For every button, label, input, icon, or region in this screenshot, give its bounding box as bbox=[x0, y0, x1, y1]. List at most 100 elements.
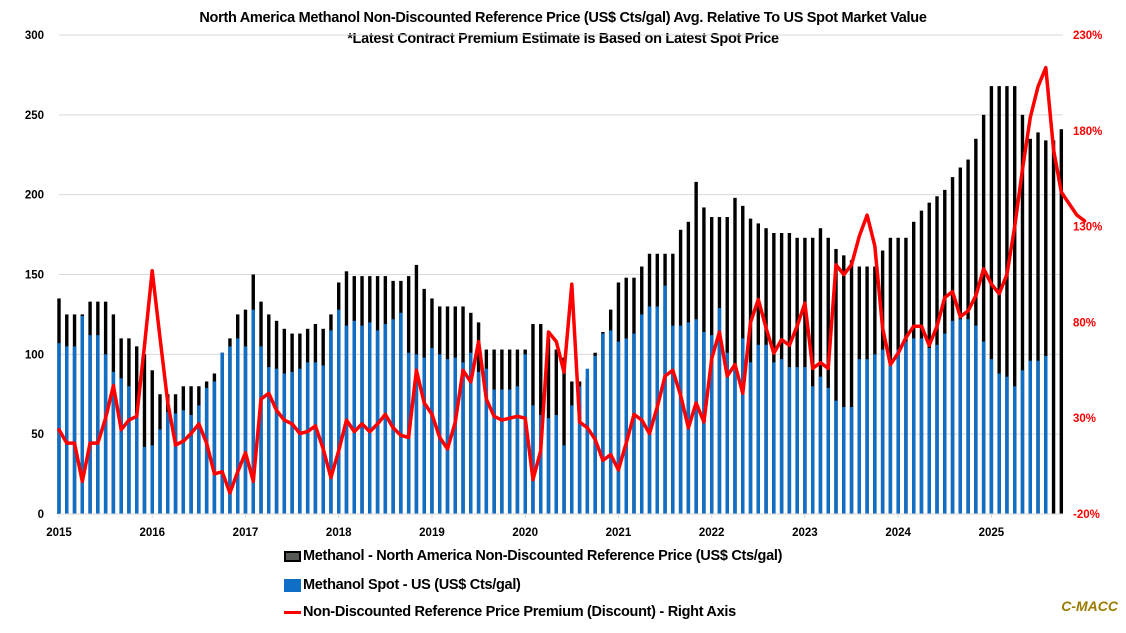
reference-price-bar bbox=[142, 354, 147, 514]
legend-label: Non-Discounted Reference Price Premium (… bbox=[303, 604, 736, 620]
x-axis-tick-label: 2019 bbox=[419, 527, 445, 539]
spot-price-bars bbox=[57, 285, 1048, 514]
spot-price-bar bbox=[608, 330, 613, 514]
x-axis-tick-label: 2022 bbox=[699, 527, 725, 539]
spot-price-bar bbox=[337, 309, 341, 514]
legend-swatch-blue bbox=[284, 578, 301, 592]
spot-price-bar bbox=[647, 306, 652, 514]
legend-swatch-black bbox=[284, 550, 301, 562]
left-axis-tick-label: 200 bbox=[25, 190, 44, 202]
spot-price-bar bbox=[981, 341, 986, 514]
spot-price-bar bbox=[896, 349, 900, 514]
spot-price-bar bbox=[228, 346, 232, 514]
x-axis-tick-label: 2024 bbox=[885, 527, 911, 539]
spot-price-bar bbox=[360, 325, 364, 514]
spot-price-bar bbox=[795, 367, 799, 514]
right-axis-tick-label: 30% bbox=[1073, 413, 1096, 425]
spot-price-bar bbox=[204, 387, 209, 514]
spot-price-bar bbox=[72, 346, 77, 514]
reference-price-bar bbox=[810, 237, 815, 514]
spot-price-bar bbox=[725, 352, 729, 514]
left-axis-tick-label: 100 bbox=[25, 349, 44, 361]
spot-price-bar bbox=[103, 354, 108, 514]
reference-price-bar bbox=[1005, 86, 1009, 515]
source-label: C-MACC bbox=[1061, 598, 1118, 614]
reference-price-bar bbox=[733, 197, 737, 515]
left-axis-ticks: 0 50 100 150 200 250 300 bbox=[25, 30, 44, 521]
spot-price-bar bbox=[135, 413, 139, 514]
spot-price-bar bbox=[251, 309, 255, 514]
spot-price-bar bbox=[826, 387, 830, 514]
spot-price-bar bbox=[733, 365, 737, 514]
spot-price-bar bbox=[461, 362, 465, 514]
spot-price-bar bbox=[989, 359, 994, 514]
spot-price-bar bbox=[469, 352, 473, 514]
spot-price-bar bbox=[422, 357, 426, 514]
legend-item-premium-line[interactable]: Non-Discounted Reference Price Premium (… bbox=[284, 604, 736, 620]
spot-price-bar bbox=[1013, 386, 1017, 514]
spot-price-bar bbox=[779, 359, 784, 514]
spot-price-bar bbox=[189, 415, 193, 514]
legend-label: Methanol Spot - US (US$ Cts/gal) bbox=[303, 577, 521, 593]
spot-price-bar bbox=[298, 368, 302, 514]
spot-price-bar bbox=[274, 368, 279, 514]
spot-price-bar bbox=[65, 346, 69, 514]
spot-price-bar bbox=[741, 338, 745, 514]
reference-price-bar bbox=[834, 248, 838, 514]
spot-price-bar bbox=[624, 338, 628, 514]
spot-price-bar bbox=[282, 373, 287, 514]
spot-price-bar bbox=[1036, 360, 1040, 514]
spot-price-bar bbox=[834, 400, 838, 514]
spot-price-bar bbox=[290, 371, 294, 514]
x-axis-tick-label: 2021 bbox=[606, 527, 632, 539]
spot-price-bar bbox=[383, 323, 388, 514]
spot-price-bar bbox=[305, 362, 310, 514]
spot-price-bar bbox=[399, 312, 403, 514]
left-axis-tick-label: 250 bbox=[25, 110, 44, 122]
spot-price-bar bbox=[523, 354, 527, 514]
spot-price-bar bbox=[787, 367, 792, 514]
spot-price-bar bbox=[492, 389, 496, 514]
left-axis-tick-label: 50 bbox=[31, 429, 44, 441]
spot-price-bar bbox=[1044, 355, 1048, 514]
reference-price-bar bbox=[818, 228, 823, 515]
spot-price-bar bbox=[391, 319, 395, 514]
spot-price-bar bbox=[220, 352, 224, 514]
legend-item-spot-price[interactable]: Methanol Spot - US (US$ Cts/gal) bbox=[284, 577, 521, 593]
spot-price-bar bbox=[368, 322, 372, 514]
right-axis-tick-label: 180% bbox=[1073, 126, 1102, 138]
spot-price-bar bbox=[88, 335, 92, 514]
spot-price-bar bbox=[873, 354, 877, 514]
x-axis-ticks: 2015 2016 2017 2018 2019 2020 2021 2022 2023 2024… bbox=[46, 514, 1005, 539]
reference-price-bar bbox=[1044, 140, 1048, 514]
spot-price-bar bbox=[616, 341, 621, 514]
spot-price-bar bbox=[919, 338, 924, 514]
spot-price-bar bbox=[686, 322, 691, 514]
spot-price-bar bbox=[950, 320, 955, 514]
spot-price-bar bbox=[756, 344, 760, 514]
spot-price-bar bbox=[764, 344, 768, 514]
spot-price-bar bbox=[158, 429, 162, 514]
reference-price-bar bbox=[1013, 86, 1017, 515]
spot-price-bar bbox=[313, 362, 318, 514]
spot-price-bar bbox=[1020, 370, 1025, 514]
spot-price-bar bbox=[842, 407, 846, 514]
chart-title: North America Methanol Non-Discounted Re… bbox=[199, 10, 927, 26]
right-axis-tick-label: 80% bbox=[1073, 317, 1096, 329]
reference-price-bar bbox=[1036, 132, 1040, 514]
right-axis-tick-label: -20% bbox=[1073, 509, 1100, 521]
spot-price-bar bbox=[515, 386, 520, 514]
spot-price-bar bbox=[694, 319, 698, 514]
spot-price-bar bbox=[414, 354, 419, 514]
spot-price-bar bbox=[912, 338, 916, 514]
reference-price-bar bbox=[997, 86, 1001, 515]
spot-price-bar bbox=[507, 389, 512, 514]
right-axis-ticks: -20% 30% 80% 130% 180% 230% bbox=[1073, 30, 1102, 521]
legend-item-reference-price[interactable]: Methanol - North America Non-Discounted … bbox=[284, 548, 782, 564]
spot-price-bar bbox=[236, 338, 240, 514]
spot-price-bar bbox=[888, 360, 893, 514]
spot-price-bar bbox=[810, 386, 815, 514]
spot-price-bar bbox=[593, 355, 597, 514]
spot-price-bar bbox=[445, 359, 450, 514]
spot-price-bar bbox=[663, 285, 667, 514]
